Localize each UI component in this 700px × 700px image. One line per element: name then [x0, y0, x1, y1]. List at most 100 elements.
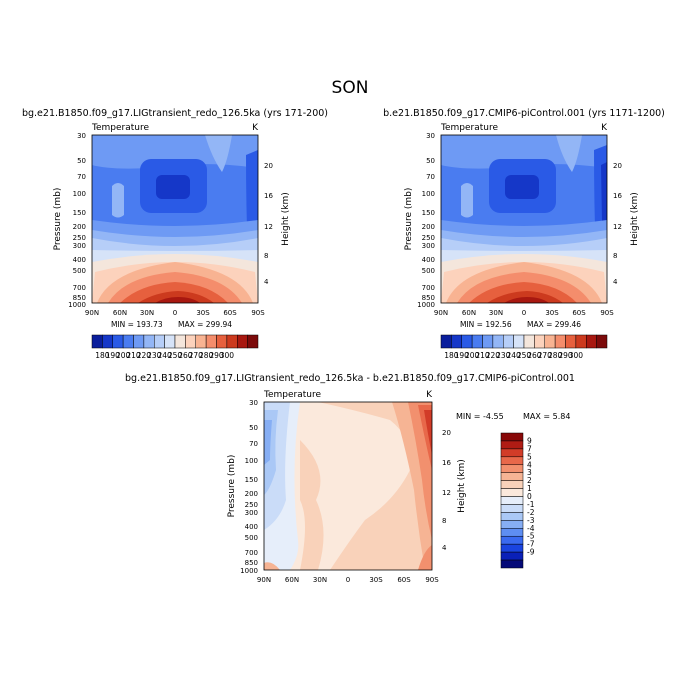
y-tick-label: 100	[422, 190, 435, 198]
colorbar-swatch	[237, 334, 248, 349]
colorbar-swatch	[500, 488, 524, 497]
colorbar-swatch	[500, 472, 524, 481]
colorbar-swatch	[112, 334, 124, 349]
colorbar-swatch	[500, 559, 524, 569]
panel-picontrol: b.e21.B1850.f09_g17.CMIP6-piControl.001 …	[383, 108, 665, 360]
y-tick-label: 850	[422, 294, 435, 302]
contour-pos-2	[318, 402, 432, 570]
colorbar-label: -5	[527, 532, 535, 541]
y-tick-label: 100	[73, 190, 86, 198]
y2-tick-label: 12	[264, 223, 273, 231]
colorbar-swatch	[596, 334, 608, 349]
contour-surface-warm	[418, 545, 432, 570]
y2-tick-label: 16	[613, 192, 622, 200]
colorbar-label: 0	[527, 492, 532, 501]
plot-frame	[440, 134, 608, 304]
x-tick-label: 0	[346, 576, 350, 584]
colorbar-swatch	[500, 496, 524, 505]
colorbar-swatch	[247, 334, 259, 349]
x-tick-label: 30S	[369, 576, 383, 584]
colorbar-label: 230	[147, 351, 162, 360]
y-tick-label: 250	[73, 234, 86, 242]
y-tick-label: 50	[77, 157, 86, 165]
x-tick-label: 30N	[489, 309, 503, 317]
y2-tick-label: 16	[264, 192, 273, 200]
y2-tick-label: 8	[613, 252, 617, 260]
colorbar-swatch	[461, 334, 473, 349]
y-tick-label: 70	[249, 440, 258, 448]
colorbar-swatch	[440, 334, 452, 349]
units-label: K	[601, 123, 608, 133]
y-tick-label: 70	[426, 173, 435, 181]
colorbar-swatch	[195, 334, 207, 349]
colorbar-label: 190	[106, 351, 121, 360]
max-label: MAX = 299.46	[527, 320, 581, 329]
contour-pos-mid	[300, 440, 324, 570]
colorbar-swatch	[492, 334, 504, 349]
x-tick-label: 90N	[434, 309, 448, 317]
colorbar-swatch	[500, 464, 524, 473]
y-tick-label: 150	[245, 476, 258, 484]
colorbar-swatch	[471, 334, 483, 349]
colorbar-label: 4	[527, 460, 532, 469]
figure-title: SON	[332, 78, 369, 98]
colorbar-label: -1	[527, 500, 535, 509]
contour-tropo-300	[155, 297, 200, 303]
x-axis: 90N 60N 30N 0 30S 60S 90S	[257, 576, 439, 584]
colorbar-label: 240	[157, 351, 172, 360]
colorbar-label: -3	[527, 516, 535, 525]
variable-label: Temperature	[440, 123, 498, 133]
colorbar-swatch	[143, 334, 155, 349]
y-tick-label: 500	[245, 534, 258, 542]
contour-tropo-300	[504, 297, 549, 303]
x-tick-label: 30N	[140, 309, 154, 317]
colorbar-swatch	[164, 334, 176, 349]
x-tick-label: 60N	[113, 309, 127, 317]
y-tick-label: 400	[422, 256, 435, 264]
y2-axis: 20 16 12 8 4 Height (km)	[613, 162, 640, 286]
colorbar-label: 3	[527, 468, 532, 477]
colorbar-label: 230	[496, 351, 511, 360]
colorbar-label: 220	[486, 351, 501, 360]
contour-strat-light	[461, 183, 473, 218]
y-tick-label: 50	[249, 424, 258, 432]
y-tick-label: 1000	[240, 567, 258, 575]
variable-label: Temperature	[263, 390, 321, 400]
y-tick-label: 200	[245, 490, 258, 498]
colorbar-label: 260	[178, 351, 193, 360]
y-axis: 30 50 70 100 150 200 250 300 400 500 700…	[227, 399, 258, 575]
min-label: MIN = 193.73	[111, 320, 163, 329]
y2-axis: 20 16 12 8 4 Height (km)	[264, 162, 291, 286]
y-tick-label: 50	[426, 157, 435, 165]
x-tick-label: 60N	[285, 576, 299, 584]
min-label: MIN = 192.56	[460, 320, 512, 329]
colorbar-label: 280	[548, 351, 563, 360]
y-tick-label: 850	[245, 559, 258, 567]
colorbar-label: 2	[527, 476, 532, 485]
y2-tick-label: 20	[264, 162, 273, 170]
y-tick-label: 200	[73, 223, 86, 231]
contour-pos-6	[424, 410, 432, 455]
x-axis: 90N 60N 30N 0 30S 60S 90S	[85, 309, 265, 317]
y-tick-label: 300	[73, 242, 86, 250]
x-tick-label: 30S	[545, 309, 559, 317]
colorbar-label: 9	[527, 436, 532, 445]
x-tick-label: 30S	[196, 309, 210, 317]
colorbar-label: 180	[95, 351, 110, 360]
x-tick-label: 60S	[223, 309, 237, 317]
y2-tick-label: 8	[442, 517, 446, 525]
y-axis-title: Pressure (mb)	[404, 188, 414, 251]
contour-neg-4	[264, 420, 272, 465]
colorbar-swatch	[500, 543, 524, 553]
colorbar-label: 180	[444, 351, 459, 360]
colorbar-label: 290	[209, 351, 224, 360]
plot-frame	[91, 134, 259, 304]
colorbar-swatch	[503, 334, 514, 349]
y-tick-label: 150	[73, 209, 86, 217]
variable-label: Temperature	[91, 123, 149, 133]
y-tick-label: 250	[245, 501, 258, 509]
colorbar-swatch	[500, 448, 524, 458]
contour-strat-light	[112, 183, 124, 218]
